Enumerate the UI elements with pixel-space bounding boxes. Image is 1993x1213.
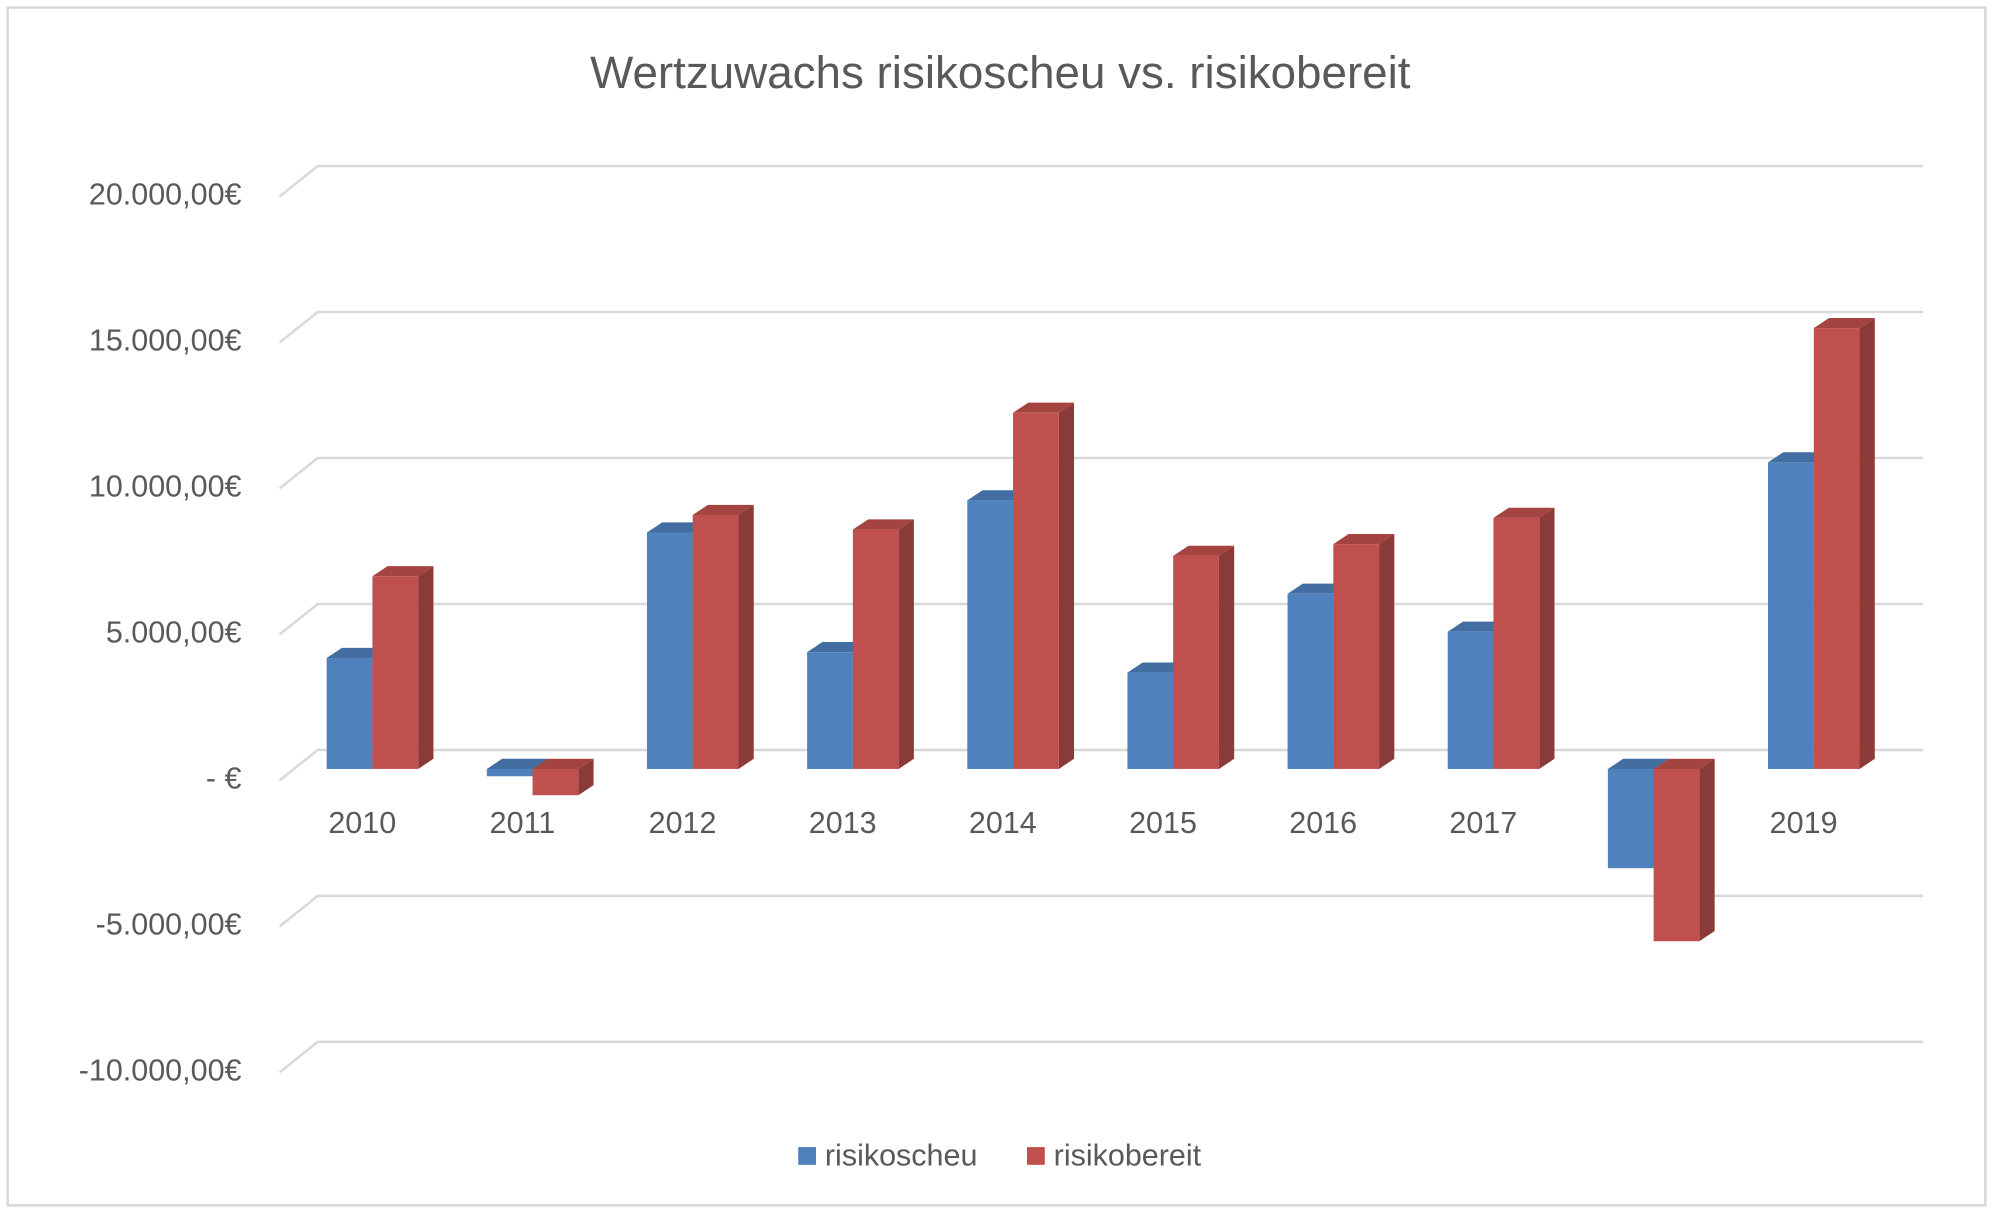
bar	[1013, 412, 1059, 769]
bar	[1653, 768, 1700, 942]
bar-top	[372, 566, 434, 577]
y-tick-label: - €	[206, 761, 242, 795]
bar-side	[1699, 758, 1715, 942]
y-tick-label: 5.000,00€	[106, 615, 242, 649]
bar	[1768, 462, 1814, 769]
legend-label: risikoscheu	[825, 1138, 978, 1172]
x-tick-label: 2014	[969, 806, 1037, 840]
bar-side	[1859, 317, 1875, 769]
bar-side	[1058, 402, 1075, 769]
y-tick-label: -10.000,00€	[79, 1053, 242, 1087]
grid-line	[278, 164, 1924, 198]
bar-top	[1013, 402, 1075, 413]
bar	[692, 514, 739, 769]
bar-side	[418, 566, 434, 769]
bar	[1173, 555, 1219, 769]
bar	[646, 532, 693, 769]
bar	[1813, 328, 1860, 769]
bar-top	[532, 758, 594, 769]
grid-line	[278, 894, 1924, 928]
x-tick-label: 2019	[1770, 806, 1838, 840]
bar	[807, 652, 853, 769]
bar-side	[738, 504, 754, 769]
chart-title: Wertzuwachs risikoscheu vs. risikobereit	[590, 47, 1411, 98]
x-tick-label: 2016	[1289, 806, 1357, 840]
bar	[1287, 593, 1334, 769]
bar	[1607, 768, 1654, 869]
legend-swatch	[1027, 1147, 1045, 1165]
bar	[1127, 672, 1174, 769]
x-tick-label: 2011	[490, 806, 556, 840]
bar-side	[898, 519, 914, 769]
grid-line	[278, 1040, 1924, 1074]
bar-side	[1539, 507, 1555, 769]
legend-swatch	[798, 1147, 817, 1165]
bar-top	[1607, 758, 1669, 769]
bar-top	[1653, 758, 1715, 769]
bar	[852, 529, 899, 769]
bar	[532, 768, 579, 796]
bar-top	[692, 504, 754, 515]
bar-side	[1379, 534, 1395, 769]
bar	[372, 576, 419, 769]
x-tick-label: 2012	[649, 806, 717, 840]
x-tick-label: 2015	[1129, 806, 1197, 840]
bar-top	[486, 758, 548, 769]
grid-line	[278, 310, 1924, 344]
bar-side	[578, 758, 594, 796]
bar	[1493, 517, 1540, 769]
grid-line	[278, 456, 1924, 490]
x-tick-label: 2010	[328, 806, 396, 840]
bar	[1447, 631, 1494, 769]
legend-label: risikobereit	[1054, 1138, 1202, 1172]
bar	[1333, 544, 1380, 769]
bar	[967, 500, 1014, 769]
y-tick-label: 10.000,00€	[89, 469, 242, 503]
y-tick-label: 15.000,00€	[89, 324, 242, 358]
bar-top	[1333, 534, 1395, 545]
x-tick-label: 2017	[1449, 806, 1517, 840]
bar-top	[852, 519, 914, 530]
bar-side	[1218, 545, 1235, 769]
bar-top	[1493, 507, 1555, 518]
x-tick-label: 2013	[809, 806, 877, 840]
bar-top	[1813, 317, 1875, 329]
bar	[326, 658, 373, 769]
bar-top	[1173, 545, 1235, 556]
y-tick-label: 20.000,00€	[89, 178, 242, 212]
y-tick-label: -5.000,00€	[96, 907, 242, 941]
bar	[486, 768, 533, 777]
